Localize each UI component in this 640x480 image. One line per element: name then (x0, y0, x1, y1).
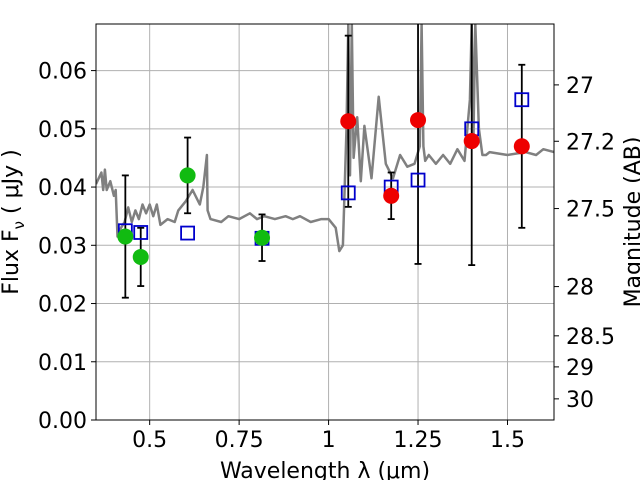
x-tick-label: 1.5 (490, 428, 525, 453)
y-tick-label: 0.03 (38, 234, 87, 259)
nir-observation-point (463, 133, 480, 150)
y-tick-label: 0.04 (38, 176, 87, 201)
nir-observation-point (410, 112, 427, 129)
y-axis-label: Flux Fν ( μJy ) (0, 149, 28, 294)
y2-axis-ticks: 27 27.2 27.5 28 28.5 29 30 (554, 74, 615, 413)
y-axis-ticks: 0.00 0.01 0.02 0.03 0.04 0.05 0.06 (38, 60, 96, 434)
y2-axis-label: Magnitude (AB) (621, 137, 640, 308)
y-tick-label: 0.06 (38, 60, 87, 85)
x-tick-label: 0.75 (215, 428, 264, 453)
nir-observation-point (340, 113, 357, 130)
model-photometry-point (180, 225, 196, 241)
y-axis-label-subscript: ν (10, 221, 28, 229)
y2-tick-label: 27 (566, 74, 594, 99)
y2-tick-label: 28.5 (566, 325, 615, 350)
optical-observation-point (132, 248, 149, 265)
x-tick-label: 0.5 (132, 428, 167, 453)
y-axis-label-unit: ( μJy ) (0, 149, 24, 221)
x-axis-label: Wavelength λ (μm) (220, 459, 430, 480)
nir-observation-point (383, 187, 400, 204)
plot-area (96, 24, 554, 299)
y-tick-label: 0.05 (38, 118, 87, 143)
y-tick-label: 0.02 (38, 293, 87, 318)
y-axis-label-group: Flux Fν ( μJy ) (0, 149, 28, 294)
optical-observation-point (179, 167, 196, 184)
optical-observation-point (117, 228, 134, 245)
model-photometry-point (514, 92, 530, 108)
model-photometry-point (340, 185, 356, 201)
x-axis-ticks: 0.5 0.75 1 1.25 1.5 (132, 420, 525, 453)
y-tick-label: 0.00 (38, 409, 87, 434)
y-tick-label: 0.01 (38, 351, 87, 376)
x-tick-label: 1 (322, 428, 336, 453)
y2-tick-label: 29 (566, 356, 594, 381)
optical-observation-point (254, 229, 271, 246)
y2-tick-label: 27.5 (566, 198, 615, 223)
model-spectrum-line (96, 24, 554, 253)
plot-frame (95, 23, 555, 421)
nir-observation-point (513, 138, 530, 155)
y2-tick-label: 27.2 (566, 130, 615, 155)
x-tick-label: 1.25 (394, 428, 443, 453)
y-axis-label-main: Flux F (0, 229, 24, 294)
y2-tick-label: 28 (566, 276, 594, 301)
model-photometry-point (410, 172, 426, 188)
y2-tick-label: 30 (566, 388, 594, 413)
model-photometry-point (133, 225, 149, 240)
y2-axis-label-group: Magnitude (AB) (621, 137, 640, 308)
